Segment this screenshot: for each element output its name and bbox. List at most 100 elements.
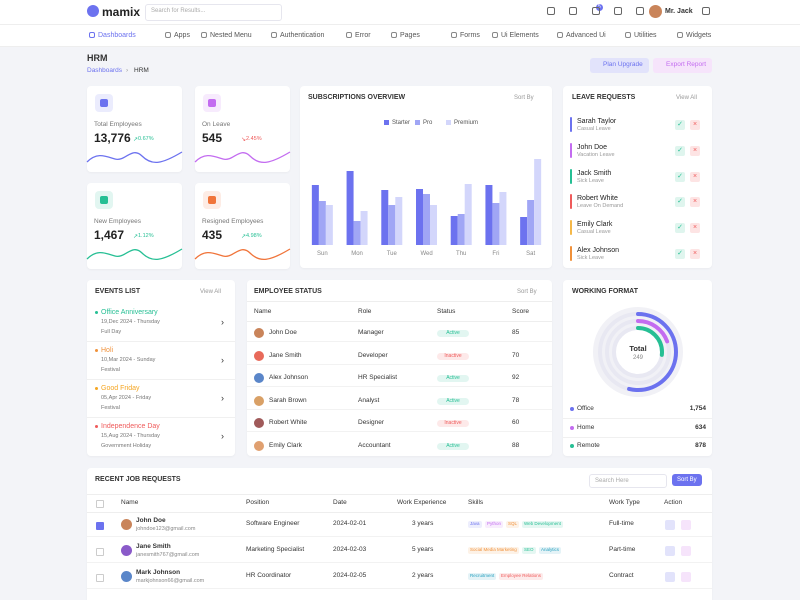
bar xyxy=(318,201,326,245)
view-all[interactable]: View All xyxy=(200,289,221,295)
header-icon[interactable] xyxy=(702,7,710,15)
edit-button[interactable] xyxy=(681,520,691,530)
sort-by[interactable]: Sort By xyxy=(517,289,537,295)
reject-button[interactable]: × xyxy=(690,223,700,234)
sparkline xyxy=(194,248,291,260)
edit-button[interactable] xyxy=(681,546,691,556)
view-button[interactable] xyxy=(665,520,675,530)
reject-button[interactable]: × xyxy=(690,197,700,208)
export-report-button[interactable]: Export Report xyxy=(653,58,713,73)
nav-item[interactable]: Authentication xyxy=(280,32,325,39)
nav-item[interactable]: Error xyxy=(355,32,371,39)
approve-button[interactable]: ✓ xyxy=(675,145,685,156)
event-type: Full Day xyxy=(101,329,122,335)
checkbox[interactable] xyxy=(96,522,104,530)
checkbox[interactable] xyxy=(96,548,104,556)
nav-item[interactable]: Widgets xyxy=(686,32,712,39)
bar xyxy=(353,221,361,245)
donut-backdrop xyxy=(593,307,683,397)
nav-item[interactable]: Pages xyxy=(400,32,420,39)
leave-indicator xyxy=(570,117,572,132)
job-requests-card xyxy=(87,468,712,600)
reject-button[interactable]: × xyxy=(690,120,700,130)
stat-change: 0.67% xyxy=(138,136,154,142)
work-type: Contract xyxy=(609,572,634,579)
x-tick-label: Sat xyxy=(526,251,536,257)
event-date: 19,Dec 2024 - Thursday xyxy=(101,319,160,325)
event-type: Festival xyxy=(101,405,120,411)
status-pill: Active xyxy=(437,330,469,337)
status-pill: Active xyxy=(437,442,469,450)
nav-item[interactable]: Advanced Ui xyxy=(566,32,606,39)
trend-arrow: ↗ xyxy=(133,234,139,240)
reject-button[interactable]: × xyxy=(690,171,700,182)
applicant-name: Mark Johnson xyxy=(136,569,181,576)
approve-button[interactable]: ✓ xyxy=(675,171,685,182)
breadcrumb[interactable]: Dashboards xyxy=(87,67,123,74)
search-box[interactable] xyxy=(145,4,282,21)
leave-type: Leave On Demand xyxy=(577,203,624,210)
column-header: Position xyxy=(246,499,270,506)
legend-swatch xyxy=(446,120,451,125)
bar xyxy=(464,184,472,245)
trend-arrow: ↗ xyxy=(241,234,247,240)
view-button[interactable] xyxy=(665,572,675,582)
divider xyxy=(247,341,552,342)
approve-button[interactable]: ✓ xyxy=(675,223,685,234)
header-icon[interactable] xyxy=(636,7,644,15)
chevron[interactable]: › xyxy=(221,355,224,365)
checkbox[interactable] xyxy=(96,500,104,508)
column-header: Work Type xyxy=(609,499,640,506)
bar xyxy=(381,190,389,245)
approve-button[interactable]: ✓ xyxy=(675,120,685,130)
header-icon[interactable] xyxy=(547,7,555,15)
stat-change: 4.98% xyxy=(246,233,262,239)
plan-upgrade-button[interactable]: Plan Upgrade xyxy=(590,58,649,73)
skill-tag: SQL xyxy=(506,521,520,528)
breadcrumb: HRM xyxy=(134,67,149,74)
header-icon[interactable] xyxy=(592,7,600,15)
chevron[interactable]: › xyxy=(221,431,224,441)
sort-by[interactable]: Sort By xyxy=(514,95,534,101)
view-all[interactable]: View All xyxy=(676,95,697,101)
search-input[interactable]: Search Here xyxy=(589,474,667,488)
approve-button[interactable]: ✓ xyxy=(675,197,685,208)
avatar xyxy=(254,418,264,428)
nav-item[interactable]: Utilities xyxy=(634,32,657,39)
view-button[interactable] xyxy=(665,546,675,556)
x-tick-label: Mon xyxy=(351,251,363,257)
legend-label: Pro xyxy=(423,120,433,126)
edit-button[interactable] xyxy=(681,572,691,582)
date: 2024-02-03 xyxy=(333,546,367,553)
approve-button[interactable]: ✓ xyxy=(675,249,685,259)
position: Software Engineer xyxy=(246,520,300,527)
bar xyxy=(430,205,437,245)
reject-button[interactable]: × xyxy=(690,145,700,156)
brand: mamix xyxy=(102,5,141,19)
x-tick-label: Tue xyxy=(386,251,397,257)
skill-tag: Web Development xyxy=(522,521,563,528)
header-icon[interactable] xyxy=(569,7,577,15)
checkbox[interactable] xyxy=(96,574,104,582)
nav-item[interactable]: Forms xyxy=(460,32,480,39)
card-title: LEAVE REQUESTS xyxy=(572,94,636,101)
leave-type: Vacation Leave xyxy=(577,151,615,158)
page-title: HRM xyxy=(87,53,108,63)
nav-item[interactable]: Dashboards xyxy=(98,32,136,39)
stat-icon-glyph xyxy=(100,196,108,204)
sort-button[interactable]: Sort By xyxy=(672,474,702,486)
nav-item[interactable]: Nested Menu xyxy=(210,32,252,39)
nav-item[interactable]: Ui Elements xyxy=(501,32,539,39)
legend-dot xyxy=(570,425,574,430)
leave-name: John Doe xyxy=(577,143,607,151)
reject-button[interactable]: × xyxy=(690,249,700,259)
nav-item[interactable]: Apps xyxy=(174,32,190,39)
avatar xyxy=(254,395,264,406)
header-icon[interactable] xyxy=(614,7,622,15)
chevron[interactable]: › xyxy=(221,317,224,327)
experience: 2 years xyxy=(412,572,434,579)
column-header: Work Experience xyxy=(397,499,447,506)
chevron[interactable]: › xyxy=(221,393,224,403)
employee-name: Jane Smith xyxy=(269,351,302,359)
leave-indicator xyxy=(570,142,572,158)
